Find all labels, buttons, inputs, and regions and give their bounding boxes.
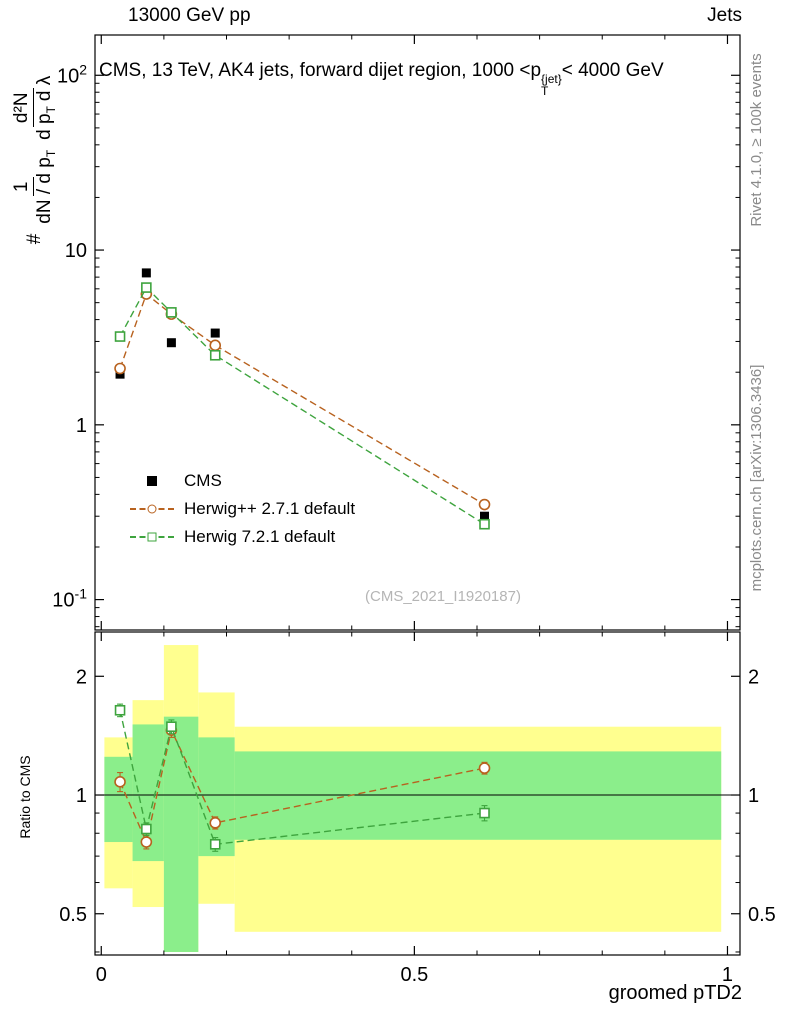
herwig7-marker-swatch [130,527,174,547]
svg-text:0.5: 0.5 [59,904,87,926]
svg-text:0.5: 0.5 [400,964,428,986]
filled-square-icon [147,476,157,486]
beam-energy-label: 13000 GeV pp [128,5,251,26]
legend-label-herwig7: Herwig 7.2.1 default [184,527,336,546]
open-square-icon [147,532,157,542]
svg-text:10-1: 10-1 [52,586,87,612]
legend-item-cms: CMS [130,467,355,495]
rivet-version-label: Rivet 4.1.0, ≥ 100k events [748,53,765,227]
svg-text:1: 1 [722,964,733,986]
frac1-den-text: dN / d p [34,157,56,224]
mcplots-attribution: mcplots.cern.ch [arXiv:1306.3436] [748,364,765,592]
frac1-numerator: 1 [11,177,35,197]
svg-text:0.5: 0.5 [748,904,776,926]
legend-item-herwigpp: Herwig++ 2.7.1 default [130,495,355,523]
legend-label-herwigpp: Herwig++ 2.7.1 default [184,499,356,518]
ylabel-fraction-1: 1 dN / d pT [11,150,58,224]
svg-text:0: 0 [96,964,107,986]
legend: CMS Herwig++ 2.7.1 default Herwig 7.2.1 … [130,467,355,551]
y-axis-label-ratio: Ratio to CMS [17,755,33,839]
frac2-denominator: d pTd λ [34,76,59,140]
frac1-denominator: dN / d pT [34,150,59,224]
svg-text:1: 1 [76,785,87,807]
svg-text:1: 1 [76,415,87,437]
ylabel-fraction-2: d²N d pTd λ [11,76,58,140]
svg-text:1: 1 [748,785,759,807]
pt-subscript: T [541,84,549,98]
ylabel-prefix: # [24,233,45,245]
open-circle-icon [147,504,157,514]
plot-title-pre: CMS, 13 TeV, AK4 jets, forward dijet reg… [99,60,542,81]
svg-text:2: 2 [76,666,87,688]
plot-title: CMS, 13 TeV, AK4 jets, forward dijet reg… [99,60,664,97]
cms-marker-swatch [130,471,174,491]
frac2-den-sub: T [43,106,58,114]
pt-jet-scripts: {jet} T [541,73,562,97]
svg-text:102: 102 [57,61,87,87]
frac2-den-post: d λ [34,75,56,102]
svg-text:10: 10 [65,240,87,262]
herwigpp-marker-swatch [130,499,174,519]
legend-label-cms: CMS [184,471,222,490]
y-axis-label-main: # 1 dN / d pT d²N d pTd λ [8,40,62,280]
analysis-id-watermark: (CMS_2021_I1920187) [365,588,521,605]
analysis-topic-label: Jets [707,5,742,26]
pt-jet-superscript: {jet} [541,72,562,86]
plot-title-post: < 4000 GeV [561,60,664,81]
x-axis-title: groomed pTD2 [608,982,742,1004]
frac2-den-text: d p [34,113,56,140]
svg-text:2: 2 [748,666,759,688]
legend-item-herwig7: Herwig 7.2.1 default [130,523,355,551]
frac1-den-sub: T [43,149,58,158]
frac2-numerator: d²N [11,88,35,128]
